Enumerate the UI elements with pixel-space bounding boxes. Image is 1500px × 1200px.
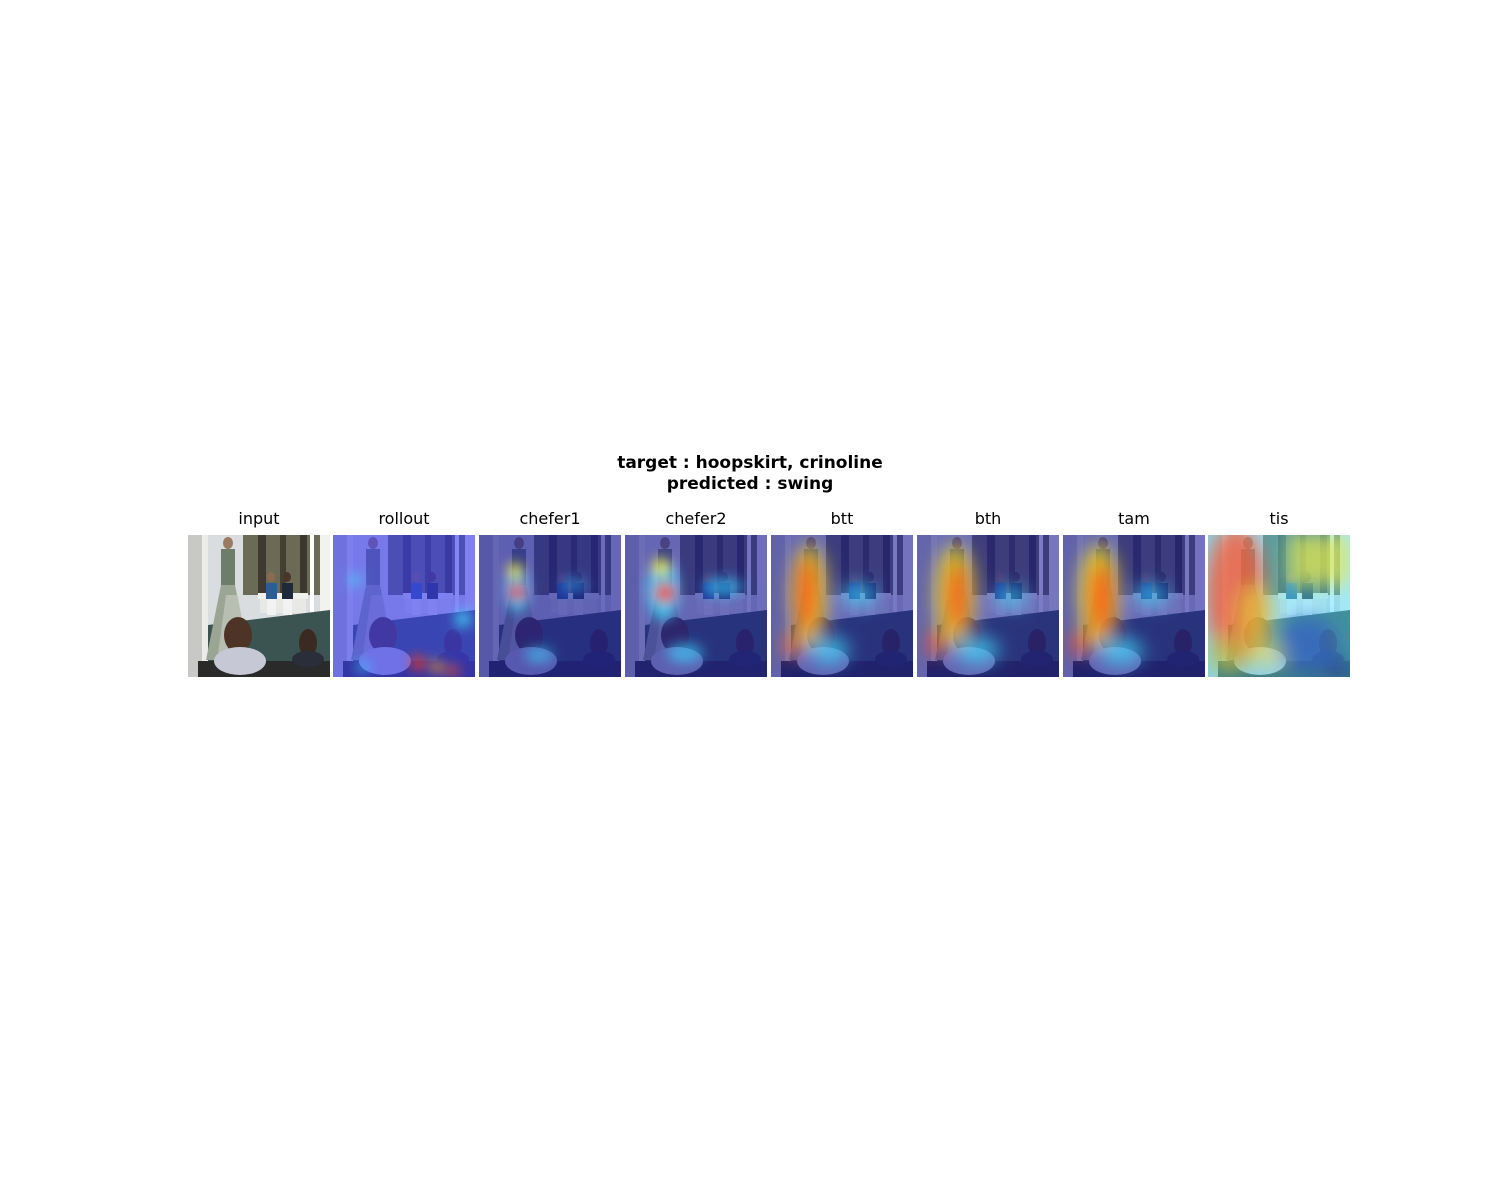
panel-rollout: rollout	[333, 509, 475, 677]
panel-title-btt: btt	[830, 509, 854, 528]
panel-title-tis: tis	[1269, 509, 1289, 528]
chefer2-heatmap	[625, 535, 767, 677]
chefer1-heatmap	[479, 535, 621, 677]
rollout-heatmap	[333, 535, 475, 677]
tis-heatmap	[1208, 535, 1350, 677]
panel-chefer2: chefer2	[625, 509, 767, 677]
tam-heatmap	[1063, 535, 1205, 677]
panel-bth: bth	[917, 509, 1059, 677]
panel-btt: btt	[771, 509, 913, 677]
panel-title-input: input	[238, 509, 280, 528]
btt-heatmap	[771, 535, 913, 677]
panel-input: input	[188, 509, 330, 677]
panel-title-chefer1: chefer1	[519, 509, 581, 528]
panel-title-tam: tam	[1118, 509, 1150, 528]
bth-heatmap	[917, 535, 1059, 677]
panel-title-bth: bth	[974, 509, 1002, 528]
panel-tis: tis	[1208, 509, 1350, 677]
panel-title-chefer2: chefer2	[665, 509, 727, 528]
input-image	[188, 535, 330, 677]
figure-title-predicted: predicted : swing	[666, 474, 834, 494]
panel-tam: tam	[1063, 509, 1205, 677]
figure-title-target: target : hoopskirt, crinoline	[617, 453, 883, 473]
panel-title-rollout: rollout	[378, 509, 430, 528]
panel-chefer1: chefer1	[479, 509, 621, 677]
